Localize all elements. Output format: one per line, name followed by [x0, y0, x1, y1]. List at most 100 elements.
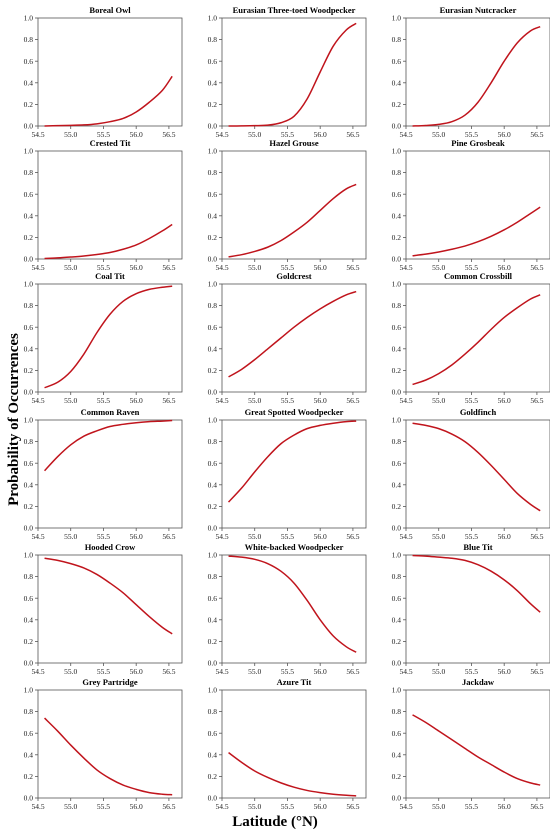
- y-tick-label: 0.0: [392, 524, 402, 533]
- y-tick-label: 0.4: [24, 480, 34, 489]
- y-tick-label: 1.0: [392, 416, 402, 425]
- y-tick-label: 0.2: [208, 366, 218, 375]
- x-tick-label: 56.0: [314, 130, 327, 139]
- y-tick-label: 0.2: [24, 502, 34, 511]
- x-tick-label: 56.5: [346, 802, 359, 811]
- chart-title: Boreal Owl: [89, 5, 131, 15]
- x-tick-label: 56.5: [530, 396, 543, 405]
- chart-title: Blue Tit: [463, 542, 492, 552]
- x-tick-label: 55.5: [97, 667, 110, 676]
- x-tick-label: 56.0: [314, 396, 327, 405]
- chart-title: Jackdaw: [462, 677, 495, 687]
- x-tick-label: 55.0: [64, 667, 77, 676]
- x-tick-label: 56.0: [498, 667, 511, 676]
- x-tick-label: 55.5: [97, 532, 110, 541]
- x-tick-label: 55.5: [281, 263, 294, 272]
- chart-title: Eurasian Three-toed Woodpecker: [233, 5, 356, 15]
- y-tick-label: 0.0: [208, 388, 218, 397]
- y-tick-label: 0.4: [392, 750, 402, 759]
- series-line: [44, 557, 173, 635]
- y-tick-label: 1.0: [392, 551, 402, 560]
- chart-title: Pine Grosbeak: [451, 138, 505, 148]
- chart-panel: Eurasian Nutcracker 0.0 0.2 0.4 0.6 0.8 1.0 54.…: [392, 5, 550, 139]
- x-tick-label: 54.5: [399, 532, 412, 541]
- y-tick-label: 0.8: [208, 572, 218, 581]
- x-tick-label: 56.5: [346, 532, 359, 541]
- chart-panel: Grey Partridge 0.0 0.2 0.4 0.6 0.8 1.0 54.5 55.0…: [24, 677, 183, 811]
- x-tick-label: 56.0: [130, 263, 143, 272]
- y-tick-label: 0.6: [392, 323, 402, 332]
- y-tick-label: 0.2: [392, 772, 402, 781]
- y-tick-label: 0.4: [392, 344, 402, 353]
- y-tick-label: 0.4: [208, 615, 218, 624]
- x-tick-label: 55.0: [64, 396, 77, 405]
- y-tick-label: 0.2: [208, 100, 218, 109]
- plot-frame: [37, 419, 183, 529]
- x-tick-label: 55.5: [465, 802, 478, 811]
- plot-frame: [37, 283, 183, 393]
- y-tick-label: 0.6: [392, 594, 402, 603]
- plot-frame: [221, 419, 367, 529]
- x-tick-label: 54.5: [399, 667, 412, 676]
- y-tick-label: 1.0: [24, 280, 34, 289]
- x-tick-label: 55.5: [281, 396, 294, 405]
- x-tick-label: 54.5: [31, 130, 44, 139]
- x-tick-label: 56.5: [346, 396, 359, 405]
- chart-panel: Azure Tit 0.0 0.2 0.4 0.6 0.8 1.0 54.5 55.0 55.5 5…: [208, 677, 367, 811]
- chart-title: Goldfinch: [460, 407, 497, 417]
- series-line: [44, 223, 173, 260]
- y-tick-label: 0.2: [392, 502, 402, 511]
- plot-frame: [37, 150, 183, 260]
- x-tick-label: 55.5: [465, 396, 478, 405]
- plot-frame: [221, 689, 367, 799]
- x-tick-label: 55.5: [465, 263, 478, 272]
- series-line: [44, 285, 173, 389]
- y-tick-label: 0.4: [208, 750, 218, 759]
- y-tick-label: 0.0: [208, 794, 218, 803]
- y-tick-label: 0.4: [208, 344, 218, 353]
- x-tick-label: 55.5: [281, 532, 294, 541]
- x-tick-label: 55.0: [432, 532, 445, 541]
- y-tick-label: 0.2: [24, 100, 34, 109]
- y-tick-label: 0.6: [24, 323, 34, 332]
- y-tick-label: 0.8: [24, 301, 34, 310]
- x-tick-label: 56.0: [130, 532, 143, 541]
- x-tick-label: 56.5: [530, 802, 543, 811]
- chart-title: Common Raven: [81, 407, 140, 417]
- y-tick-label: 1.0: [24, 551, 34, 560]
- x-tick-label: 54.5: [215, 667, 228, 676]
- series-line: [228, 752, 357, 797]
- chart-panel: Blue Tit 0.0 0.2 0.4 0.6 0.8 1.0 54.5 55.0 55.5 56…: [392, 542, 550, 676]
- x-tick-label: 55.0: [248, 667, 261, 676]
- y-tick-label: 0.6: [208, 57, 218, 66]
- y-tick-label: 0.4: [392, 78, 402, 87]
- series-line: [412, 294, 541, 386]
- x-tick-label: 54.5: [399, 263, 412, 272]
- x-tick-label: 54.5: [399, 130, 412, 139]
- plot-frame: [405, 150, 550, 260]
- y-tick-label: 0.0: [24, 524, 34, 533]
- y-tick-label: 0.2: [392, 233, 402, 242]
- y-tick-label: 0.0: [24, 794, 34, 803]
- x-tick-label: 56.5: [530, 532, 543, 541]
- x-tick-label: 55.0: [432, 130, 445, 139]
- y-tick-label: 0.6: [24, 594, 34, 603]
- y-tick-label: 1.0: [208, 416, 218, 425]
- plot-frame: [221, 17, 367, 127]
- y-tick-label: 0.6: [208, 729, 218, 738]
- x-tick-label: 56.0: [498, 130, 511, 139]
- y-tick-label: 0.8: [24, 168, 34, 177]
- x-tick-label: 54.5: [399, 396, 412, 405]
- y-tick-label: 0.2: [24, 233, 34, 242]
- x-tick-label: 55.0: [248, 396, 261, 405]
- x-tick-label: 56.5: [530, 667, 543, 676]
- series-line: [44, 717, 173, 796]
- chart-title: Hazel Grouse: [269, 138, 318, 148]
- y-tick-label: 0.0: [392, 794, 402, 803]
- series-line: [228, 555, 357, 653]
- series-line: [412, 206, 541, 257]
- x-tick-label: 56.0: [130, 130, 143, 139]
- x-tick-label: 55.5: [465, 130, 478, 139]
- y-tick-label: 1.0: [392, 280, 402, 289]
